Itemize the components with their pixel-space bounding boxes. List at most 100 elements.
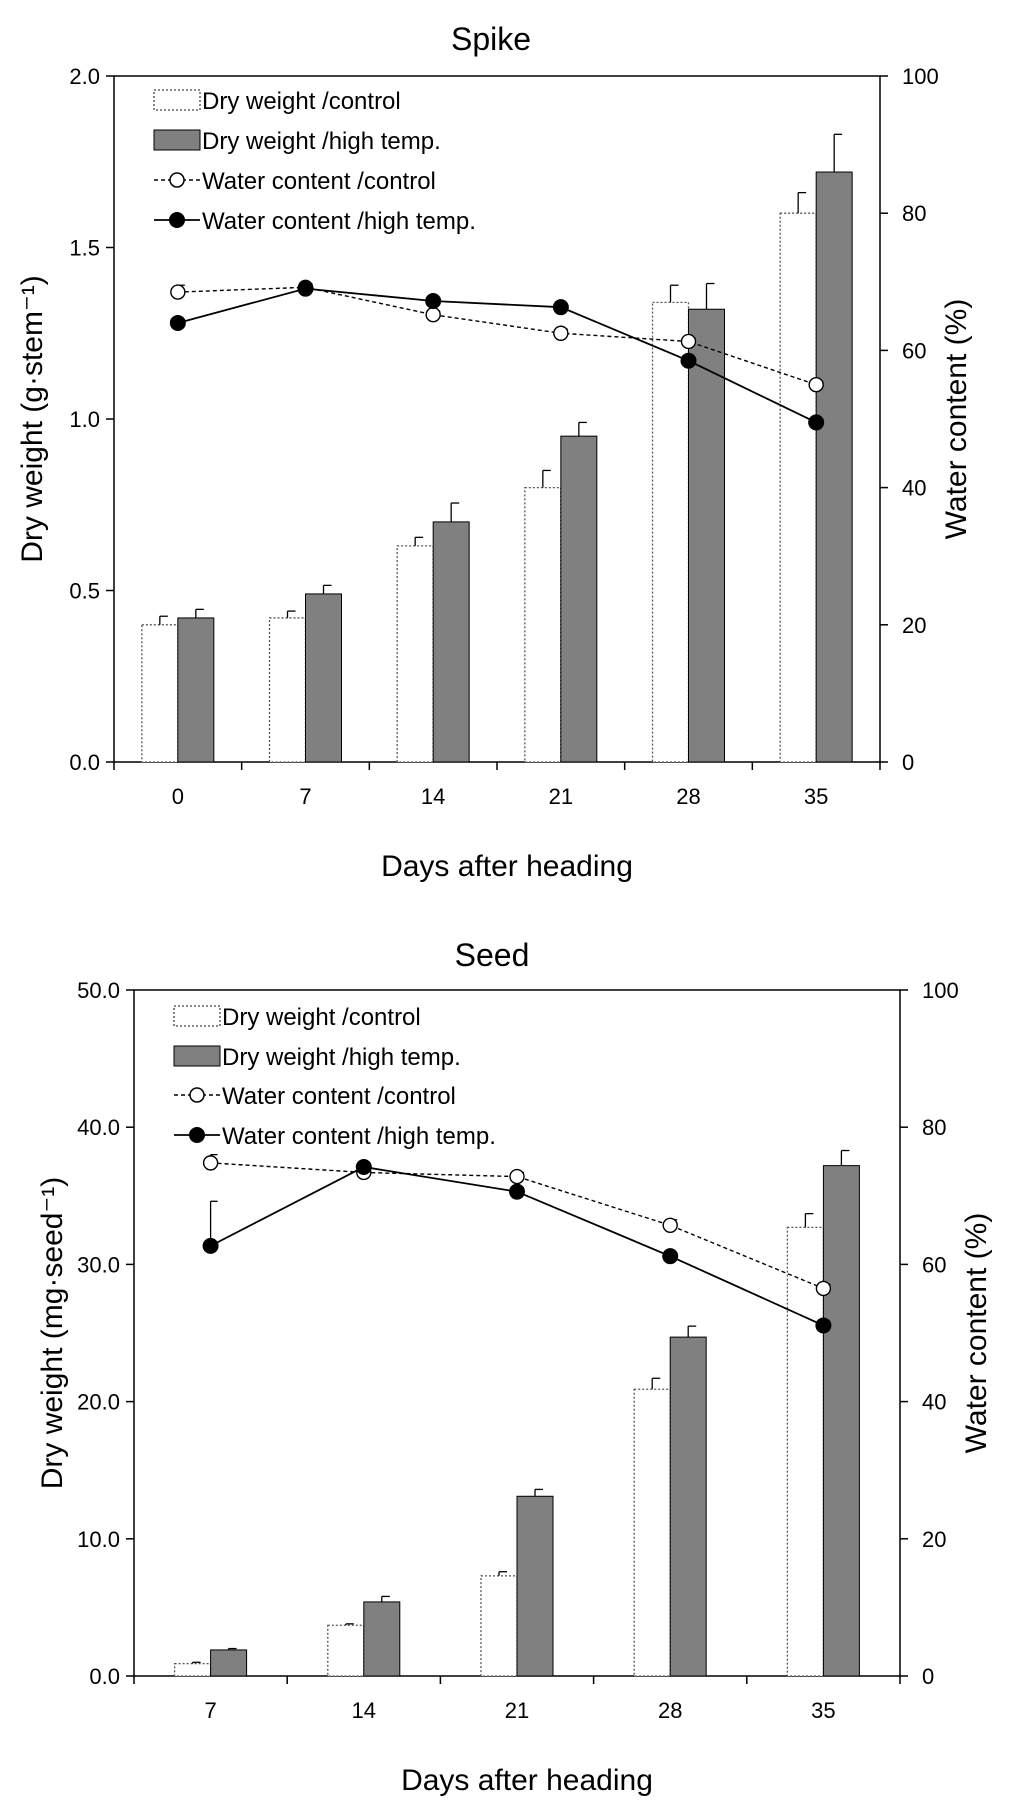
y-tick-label: 30.0 [77,1252,120,1277]
point-filled [552,299,569,316]
y2-tick-label: 40 [922,1390,946,1415]
bars [173,1149,860,1677]
right-axis-ticks: 0 20 40 60 80 100 [900,978,959,1689]
y-axis-label: Dry weight (g·stem⁻¹) [16,275,49,563]
point-filled [297,280,314,297]
point-open [170,284,186,300]
x-tick-label: 35 [811,1698,835,1723]
legend-marker-open [169,172,185,188]
x-tick-label: 21 [549,784,573,809]
seed-chart: Seed 0.0 10.0 20.0 30.0 40.0 50.0 0 20 40 60 80 10… [36,937,993,1797]
bar-control [633,1388,671,1677]
y-tick-label: 1.5 [69,236,100,261]
y2-tick-label: 0 [922,1664,934,1689]
bar-high-temp [305,593,342,763]
y2-axis-label: Water content (%) [960,1213,993,1454]
legend-label: Dry weight /control [222,1004,421,1031]
x-tick-label: 14 [421,784,445,809]
y-tick-label: 1.0 [69,407,100,432]
point-open [553,325,569,341]
bar-control [651,301,690,763]
legend-label: Dry weight /high temp. [202,128,441,155]
legend-swatch-dw-high [173,1045,221,1067]
legend-marker-filled [169,212,185,228]
legend-label: Water content /control [202,168,436,195]
point-filled [680,352,697,369]
spike-chart: Spike 0.0 0.5 1.0 1.5 2.0 0 20 40 60 80 100 0 7 14 2… [16,21,973,883]
point-open [425,307,441,323]
point-filled [425,293,442,310]
y2-tick-label: 60 [922,1252,946,1277]
x-axis-ticks: 7 14 21 28 35 [133,1676,901,1723]
bar-high-temp [815,171,853,763]
legend-label: Water content /high temp. [202,208,476,235]
bar-control [480,1575,518,1677]
y2-tick-label: 20 [922,1527,946,1552]
bar-high-temp [560,435,598,763]
x-tick-label: 7 [299,784,311,809]
legend: Dry weight /control Dry weight /high tem… [153,88,476,235]
left-axis-ticks: 0.0 0.5 1.0 1.5 2.0 [69,64,114,775]
point-filled [662,1248,679,1265]
bar-control [268,617,307,763]
bar-control [786,1226,825,1677]
bar-control [524,486,562,763]
legend-swatch-dw-control [153,89,201,111]
x-tick-label: 14 [352,1698,376,1723]
x-tick-label: 28 [658,1698,682,1723]
y2-tick-label: 0 [902,750,914,775]
line-water-content-control [177,286,817,386]
y-tick-label: 0.0 [89,1664,120,1689]
y-tick-label: 0.5 [69,579,100,604]
left-axis-ticks: 0.0 10.0 20.0 30.0 40.0 50.0 [77,978,134,1689]
bar-high-temp [432,521,470,763]
bar-high-temp [210,1649,248,1677]
y-tick-label: 50.0 [77,978,120,1003]
lines [202,1153,832,1334]
x-axis-label: Days after heading [381,850,633,883]
chart-title: Spike [451,21,531,57]
point-filled [808,414,825,431]
bar-high-temp [688,308,725,763]
y-axis-label: Dry weight (mg·seed⁻¹) [36,1177,69,1490]
legend-marker-filled [189,1127,205,1143]
point-filled [202,1237,219,1254]
point-filled [815,1317,832,1334]
y-tick-label: 2.0 [69,64,100,89]
bar-high-temp [177,617,215,763]
right-axis-ticks: 0 20 40 60 80 100 [880,64,939,775]
y-tick-label: 40.0 [77,1115,120,1140]
x-tick-label: 7 [204,1698,216,1723]
y2-tick-label: 80 [922,1115,946,1140]
point-open [680,333,697,350]
y2-tick-label: 40 [902,476,926,501]
y-tick-label: 20.0 [77,1390,120,1415]
bar-high-temp [822,1165,860,1677]
x-tick-label: 35 [804,784,828,809]
point-open [815,1280,832,1297]
bar-high-temp [669,1336,707,1677]
bar-control [173,1663,212,1677]
legend-label: Water content /control [222,1083,456,1110]
y2-tick-label: 20 [902,613,926,638]
legend-label: Water content /high temp. [222,1123,496,1150]
bar-control [396,545,434,763]
legend-swatch-dw-control [173,1005,221,1027]
lines [169,279,825,431]
legend-swatch-dw-high [153,129,201,151]
legend: Dry weight /control Dry weight /high tem… [173,1004,496,1150]
point-filled [509,1183,525,1200]
y2-tick-label: 100 [902,64,939,89]
chart-title: Seed [455,937,530,973]
bar-high-temp [363,1601,401,1677]
y2-tick-label: 100 [922,978,959,1003]
point-filled [355,1158,372,1175]
bar-high-temp [516,1495,554,1677]
x-tick-label: 21 [505,1698,529,1723]
legend-marker-open [189,1087,205,1103]
legend-label: Dry weight /high temp. [222,1044,461,1071]
bars [141,133,853,763]
y-tick-label: 0.0 [69,750,100,775]
y-tick-label: 10.0 [77,1527,120,1552]
